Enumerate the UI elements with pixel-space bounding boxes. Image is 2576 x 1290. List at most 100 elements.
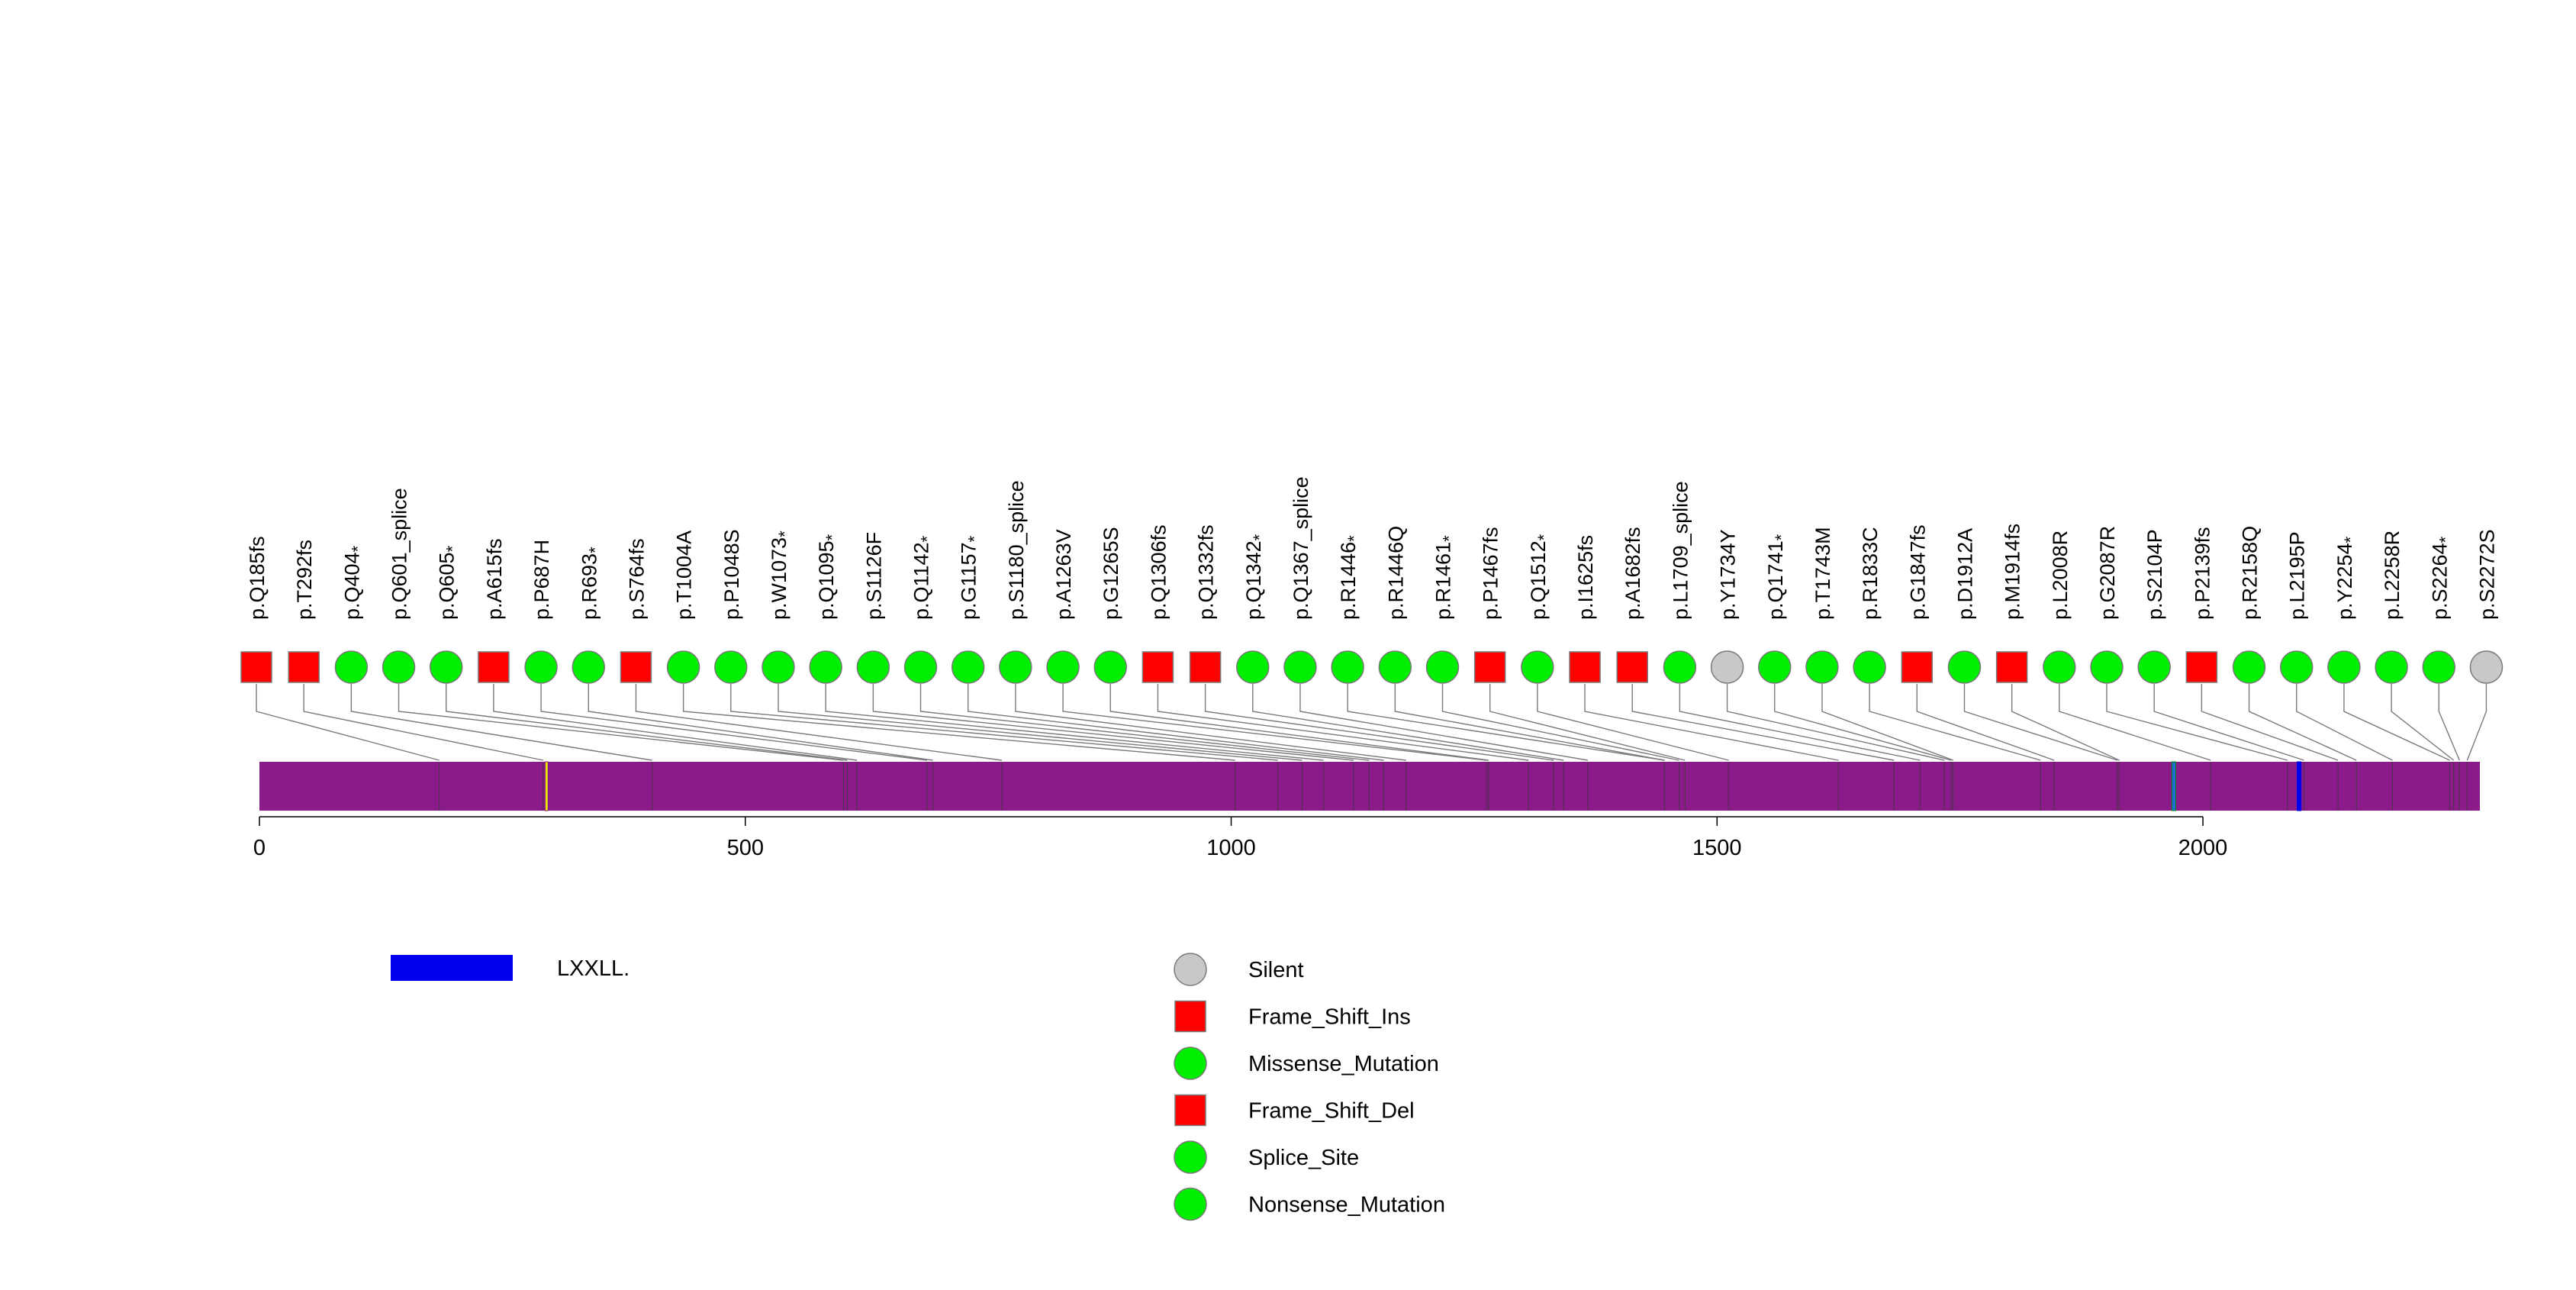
mutation-marker — [288, 651, 320, 683]
mutation-marker — [2469, 650, 2504, 684]
mutation-label: p.Q1342* — [1242, 534, 1269, 620]
nonsense-star: * — [443, 545, 462, 552]
nonsense-star: * — [1534, 534, 1554, 540]
mutation-label: p.A1263V — [1052, 529, 1075, 620]
mutation-label: p.S2264* — [2428, 536, 2455, 620]
nonsense-star: * — [1440, 535, 1459, 542]
connector-line — [1157, 684, 1529, 761]
mutation-label: p.Q601_splice — [388, 488, 411, 620]
x-tick-label: 1000 — [1206, 836, 1256, 860]
mutation-label: p.P1467fs — [1480, 527, 1502, 620]
mutation-label: p.Q1306fs — [1147, 524, 1170, 620]
x-tick-label: 2000 — [2178, 836, 2228, 860]
domain-legend-swatch — [391, 955, 513, 981]
mutation-label: p.G1157* — [958, 535, 984, 620]
connector-line — [2011, 684, 2120, 761]
connector-lines — [256, 684, 2487, 761]
mutation-label: p.R693* — [578, 547, 604, 620]
nonsense-star: * — [1344, 535, 1364, 542]
mutation-label: p.I1625fs — [1574, 535, 1597, 620]
connector-line — [1537, 684, 1729, 761]
nonsense-star: * — [823, 534, 842, 540]
mutation-type-legend: Silent Frame_Shift_Ins Missense_Mutation Fr… — [1174, 953, 1445, 1221]
mutation-label: p.T1743M — [1811, 527, 1834, 620]
mutation-marker — [762, 650, 795, 684]
mutation-label: p.R1446Q — [1384, 526, 1407, 620]
mutation-marker — [2422, 650, 2456, 684]
nonsense-star: * — [918, 535, 937, 542]
connector-line — [2466, 684, 2487, 761]
mutation-label: p.L1709_splice — [1669, 481, 1692, 620]
mutation-marker — [334, 650, 369, 684]
mutation-label: p.Q605* — [436, 545, 462, 620]
nonsense-star: * — [775, 531, 794, 537]
connector-line — [1963, 684, 2118, 761]
connector-line — [919, 684, 1370, 761]
mutation-label: p.T1004A — [673, 531, 696, 620]
mutation-marker — [240, 651, 272, 683]
connector-line — [2343, 684, 2450, 761]
connector-line — [540, 684, 927, 761]
connector-line — [635, 684, 1003, 761]
mutation-marker — [1521, 650, 1554, 684]
mutation-label: p.Q404* — [340, 545, 367, 620]
connector-line — [350, 684, 652, 761]
mutation-label: p.D1912A — [1953, 528, 1976, 620]
connector-line — [1631, 684, 1895, 761]
domain-region-2 — [2297, 761, 2302, 811]
connector-line — [1869, 684, 2041, 761]
mutation-marker — [951, 650, 985, 684]
x-tick-label: 0 — [253, 836, 266, 860]
connector-line — [1916, 684, 2055, 761]
connector-line — [967, 684, 1384, 761]
mutation-marker — [1093, 650, 1127, 684]
mutation-marker — [620, 651, 652, 683]
connector-line — [588, 684, 933, 761]
nonsense-star: * — [2436, 536, 2455, 543]
nonsense-star: * — [2341, 536, 2360, 543]
type-legend-label: Frame_Shift_Ins — [1248, 1005, 1411, 1030]
connector-line — [2059, 684, 2211, 761]
connector-line — [825, 684, 1324, 761]
mutation-marker — [1141, 651, 1174, 683]
mutation-label: p.A615fs — [483, 538, 506, 620]
connector-line — [730, 684, 1278, 761]
mutation-label: p.Q1142* — [910, 535, 937, 620]
mutation-labels: p.Q185fs p.T292fs p.Q404* p.Q601_splice p.Q6… — [246, 476, 2498, 620]
domain-region-1 — [2171, 761, 2176, 811]
nonsense-star: * — [585, 547, 604, 553]
x-tick-label: 1500 — [1692, 836, 1742, 860]
mutation-label: p.M1914fs — [2001, 524, 2024, 620]
mutation-marker — [2043, 650, 2076, 684]
protein-backbone-group — [259, 761, 2480, 811]
mutation-marker — [1947, 650, 1982, 684]
type-legend-label: Frame_Shift_Del — [1248, 1099, 1415, 1124]
domain-legend: LXXLL. — [391, 955, 630, 981]
x-axis: 0 500 1000 1500 2000 — [253, 816, 2228, 860]
connector-line — [2248, 684, 2357, 761]
connector-line — [2106, 684, 2288, 761]
mutation-label: p.P1048S — [720, 529, 743, 620]
mutation-marker — [2327, 650, 2361, 684]
connector-line — [1015, 684, 1406, 761]
type-legend-marker — [1174, 1140, 1207, 1174]
connector-line — [1489, 684, 1686, 761]
mutation-label: p.Q1512* — [1527, 534, 1554, 620]
mutation-label: p.L2195P — [2286, 531, 2309, 620]
connector-line — [2391, 684, 2455, 761]
mutation-marker — [856, 650, 890, 684]
mutation-label: p.Q185fs — [246, 536, 269, 620]
mutation-marker — [1189, 651, 1222, 683]
mutation-label: p.G1265S — [1100, 527, 1122, 620]
mutation-label: p.Y1734Y — [1717, 529, 1740, 620]
connector-line — [1821, 684, 1953, 761]
mutation-marker — [1901, 651, 1934, 683]
mutation-marker — [2090, 650, 2124, 684]
mutation-label: p.Q1332fs — [1195, 524, 1218, 620]
mutation-marker — [524, 650, 558, 684]
mutation-marker — [1710, 650, 1744, 684]
mutation-marker — [2375, 650, 2408, 684]
domain-legend-label: LXXLL. — [557, 956, 630, 981]
